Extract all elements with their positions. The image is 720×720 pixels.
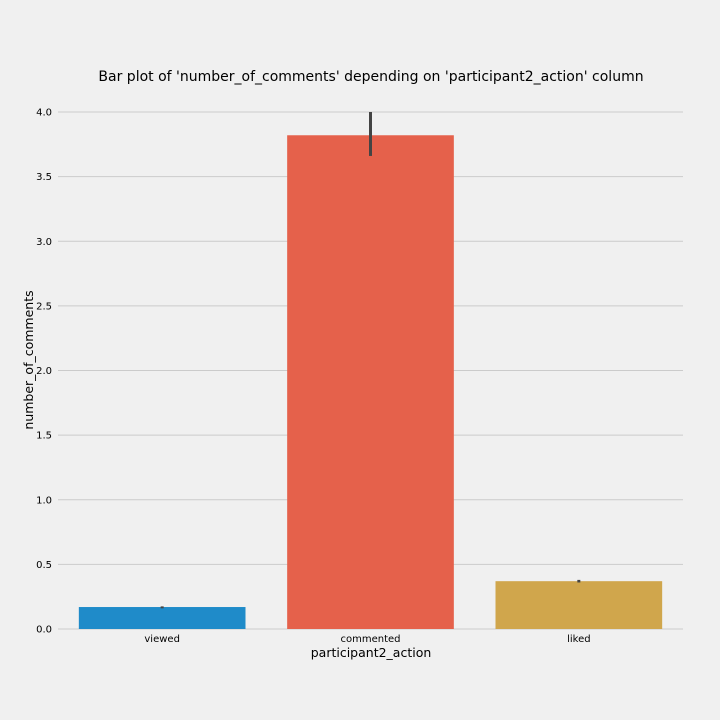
y-tick-label: 1.5 <box>36 431 52 442</box>
x-tick-label: commented <box>340 634 400 645</box>
y-tick-label: 0.5 <box>36 560 52 571</box>
bar-commented <box>287 135 454 629</box>
bar-liked <box>495 581 663 629</box>
bar-viewed <box>78 607 246 629</box>
bars <box>78 135 663 629</box>
y-tick-label: 2.0 <box>36 366 52 377</box>
x-axis-ticks: viewed commented liked <box>144 634 590 645</box>
y-tick-label: 2.5 <box>36 301 52 312</box>
error-bars <box>160 112 581 609</box>
y-tick-label: 3.5 <box>36 172 52 183</box>
y-tick-label: 4.0 <box>36 108 52 119</box>
chart-title: Bar plot of 'number_of_comments' dependi… <box>98 69 643 85</box>
y-axis-ticks: 0.0 0.5 1.0 1.5 2.0 2.5 3.0 3.5 4.0 <box>36 108 52 636</box>
y-tick-label: 0.0 <box>36 625 52 636</box>
x-tick-label: liked <box>567 634 591 645</box>
x-axis-label: participant2_action <box>311 645 432 660</box>
y-axis-label: number_of_comments <box>21 290 36 429</box>
y-tick-label: 1.0 <box>36 495 52 506</box>
x-tick-label: viewed <box>144 634 180 645</box>
y-tick-label: 3.0 <box>36 237 52 248</box>
